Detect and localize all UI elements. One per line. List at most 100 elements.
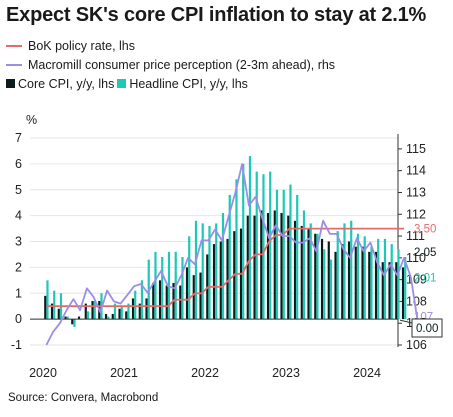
- bar: [134, 290, 137, 320]
- legend-label-core: Core CPI, y/y, lhs: [18, 76, 115, 91]
- bar: [111, 313, 114, 320]
- bar: [388, 262, 391, 320]
- bar: [395, 262, 398, 320]
- bar: [368, 251, 371, 320]
- bar: [127, 303, 130, 320]
- bar: [397, 249, 400, 320]
- bar: [341, 244, 344, 320]
- bar: [71, 319, 74, 325]
- bar: [188, 236, 191, 320]
- bar: [287, 215, 290, 320]
- bar: [293, 220, 297, 320]
- macromill-perception-line: [45, 163, 419, 346]
- bar: [262, 174, 265, 320]
- bar: [390, 244, 393, 320]
- bar: [73, 319, 76, 327]
- bar: [201, 223, 204, 320]
- bar: [138, 303, 141, 320]
- bar: [66, 316, 69, 320]
- bar: [363, 236, 366, 320]
- bar: [104, 313, 108, 320]
- bar: [221, 213, 225, 320]
- bar: [336, 231, 339, 320]
- y-tick-label-left: 5: [15, 183, 22, 197]
- bar: [194, 220, 198, 320]
- bar: [91, 301, 94, 320]
- bar: [77, 316, 81, 320]
- bar: [404, 257, 407, 320]
- y-tick-label-right: 106: [406, 338, 427, 352]
- bar: [289, 184, 292, 320]
- legend-label-macromill: Macromill consumer price perception (2-3…: [28, 57, 336, 72]
- bar: [179, 285, 182, 320]
- bar: [316, 233, 319, 320]
- bar: [381, 262, 384, 320]
- bar: [226, 238, 229, 320]
- y-tick-label-left: 1: [15, 286, 22, 300]
- chart-legend: BoK policy rate, lhs Macromill consumer …: [4, 36, 449, 93]
- bar: [320, 238, 324, 320]
- bar: [260, 210, 263, 320]
- bar: [255, 171, 258, 320]
- x-tick-label: 2023: [272, 366, 300, 380]
- y-tick-label-right: 113: [406, 185, 426, 199]
- right-annotation-label: 0.00: [416, 323, 438, 335]
- bar: [350, 220, 353, 320]
- bar: [383, 238, 387, 320]
- bar: [377, 238, 380, 320]
- bar: [307, 228, 310, 320]
- bar: [296, 194, 299, 320]
- x-tick-label: 2021: [110, 366, 138, 380]
- x-tick-label: 2020: [29, 366, 57, 380]
- bar: [208, 225, 211, 320]
- bar: [50, 303, 54, 320]
- legend-swatch-bok: [6, 44, 22, 47]
- chart-title: Expect SK's core CPI inflation to stay a…: [6, 4, 427, 26]
- annotation-box: [411, 318, 443, 338]
- bar: [273, 210, 276, 320]
- bar: [93, 301, 96, 320]
- bar: [235, 179, 238, 320]
- y-tick-label-right: 114: [406, 164, 426, 178]
- bar: [131, 298, 135, 320]
- bar: [113, 303, 117, 320]
- legend-swatch-core: [6, 79, 15, 88]
- bar: [266, 213, 270, 320]
- bar: [167, 251, 171, 320]
- bar: [282, 189, 285, 320]
- bar: [140, 280, 144, 320]
- bar: [361, 246, 364, 320]
- legend-swatch-macromill: [6, 63, 22, 66]
- bar: [327, 241, 330, 320]
- bar: [64, 316, 67, 320]
- y-tick-label-left: 4: [15, 209, 22, 223]
- bar: [302, 210, 306, 320]
- x-tick-label: 2024: [353, 366, 381, 380]
- bar: [86, 311, 90, 320]
- bar: [343, 223, 346, 320]
- bar: [228, 194, 231, 320]
- bar: [370, 246, 373, 320]
- y-tick-label-right: 111: [406, 229, 425, 243]
- bar: [120, 306, 123, 320]
- y-tick-label-left: 2: [15, 260, 22, 274]
- bar: [161, 257, 164, 320]
- bar: [165, 285, 168, 320]
- bar: [248, 156, 252, 320]
- bar: [354, 246, 357, 320]
- y-tick-label-right: 115: [406, 142, 426, 156]
- bar: [199, 272, 202, 320]
- y-axis-label-left: %: [26, 113, 37, 127]
- bar: [300, 225, 303, 320]
- right-annotation-label: 3.50: [414, 224, 436, 236]
- bar: [323, 249, 326, 320]
- bar: [107, 316, 110, 320]
- bar: [215, 223, 218, 320]
- bar: [242, 163, 245, 320]
- bar: [253, 215, 256, 320]
- bar: [275, 189, 279, 320]
- bar: [152, 282, 155, 320]
- bar: [125, 311, 128, 320]
